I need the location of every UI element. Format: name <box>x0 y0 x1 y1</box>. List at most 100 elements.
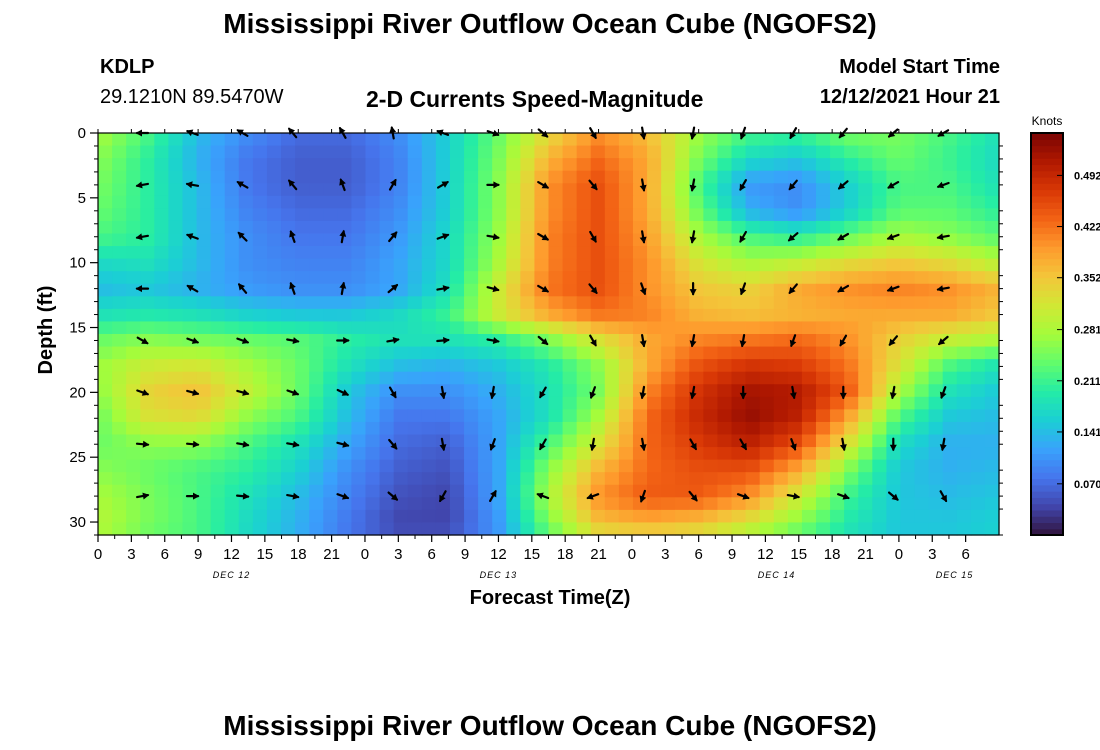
heat-cell <box>435 296 451 310</box>
heat-cell <box>365 321 381 335</box>
heat-cell <box>984 283 1000 297</box>
x-tick-label: 9 <box>194 546 202 563</box>
heat-cell <box>759 271 775 285</box>
arrow-head <box>339 178 346 186</box>
heat-cell <box>900 233 916 247</box>
heat-cell <box>478 447 493 461</box>
arrow-head <box>493 181 500 189</box>
chart-subtitle: 2-D Currents Speed-Magnitude <box>366 86 704 112</box>
heat-cell <box>449 447 465 461</box>
heat-cell <box>844 497 859 511</box>
heat-cell <box>506 170 521 184</box>
heat-cell <box>478 459 493 473</box>
heat-cell <box>647 396 662 410</box>
heat-cell <box>98 271 113 285</box>
heat-cell <box>266 233 282 247</box>
heat-cell <box>675 183 690 197</box>
heat-cell <box>914 208 930 222</box>
current-arrow <box>539 386 547 399</box>
heat-cell <box>407 246 423 260</box>
heat-cell <box>449 509 465 524</box>
heat-cell <box>928 497 944 511</box>
heat-cell <box>393 183 409 197</box>
heat-cell <box>618 384 634 398</box>
heat-cell <box>900 497 916 511</box>
heat-cell <box>421 145 437 159</box>
heat-cell <box>126 283 141 297</box>
heat-cell <box>379 472 395 486</box>
heat-cell <box>210 246 226 260</box>
heat-cell <box>224 296 240 310</box>
heat-cell <box>337 522 353 536</box>
heat-cell <box>281 484 296 498</box>
arrow-head <box>639 444 647 452</box>
heat-cell <box>647 133 662 147</box>
heat-cell <box>759 497 775 511</box>
current-arrow <box>789 334 797 348</box>
heat-cell <box>844 421 859 436</box>
heat-cell <box>815 396 831 410</box>
heat-cell <box>168 158 184 172</box>
colorbar-swatch <box>1031 246 1063 253</box>
heat-cell <box>942 371 958 385</box>
heat-cell <box>224 447 240 461</box>
heat-cell <box>590 346 606 360</box>
heat-cell <box>464 271 479 285</box>
heat-cell <box>914 183 930 197</box>
heat-cell <box>492 271 507 285</box>
current-arrow <box>236 337 250 344</box>
heat-cell <box>492 145 507 159</box>
heat-cell <box>323 321 338 335</box>
heat-cell <box>393 522 409 536</box>
heat-cell <box>506 359 521 373</box>
heat-cell <box>576 396 592 410</box>
colorbar-swatch <box>1031 308 1063 316</box>
heat-cell <box>365 145 381 159</box>
colorbar-swatch <box>1031 189 1063 197</box>
colorbar-swatch <box>1031 340 1063 348</box>
heat-cell <box>154 158 169 172</box>
arrow-head <box>789 392 797 400</box>
heat-cell <box>872 133 887 147</box>
heat-cell <box>703 233 719 247</box>
current-arrow <box>489 490 497 502</box>
heat-cell <box>604 346 620 360</box>
arrow-head <box>639 392 647 400</box>
heat-cell <box>815 208 831 222</box>
arrow-head <box>889 392 897 400</box>
heat-cell <box>140 308 155 323</box>
current-arrow <box>689 282 697 296</box>
heat-cell <box>140 522 155 536</box>
heat-cell <box>900 183 916 197</box>
colorbar-frame <box>1030 132 1064 536</box>
heat-cell <box>562 258 578 272</box>
current-arrow <box>787 232 799 242</box>
heat-cell <box>393 220 409 235</box>
heat-cell <box>759 321 775 335</box>
heat-cell <box>886 321 902 335</box>
heat-cell <box>407 208 423 222</box>
heat-cell <box>956 421 972 436</box>
heat-cell <box>900 459 916 473</box>
heat-cell <box>323 258 338 272</box>
heat-cell <box>154 409 169 423</box>
heat-cell <box>576 334 592 348</box>
heat-cell <box>830 447 845 461</box>
heat-cell <box>984 371 1000 385</box>
page-title-repeat: Mississippi River Outflow Ocean Cube (NG… <box>223 710 877 741</box>
heat-cell <box>252 271 268 285</box>
heat-cell <box>478 409 493 423</box>
heat-cell <box>787 208 803 222</box>
heat-cell <box>281 497 296 511</box>
heat-cell <box>492 158 507 172</box>
heat-cell <box>801 447 817 461</box>
heat-cell <box>295 133 310 147</box>
heat-cell <box>154 384 169 398</box>
heat-cell <box>281 158 296 172</box>
heat-cell <box>210 497 226 511</box>
x-tick-label: 12 <box>223 546 240 563</box>
heat-cell <box>914 447 930 461</box>
heat-cell <box>562 409 578 423</box>
heat-cell <box>576 447 592 461</box>
heat-cell <box>238 195 254 209</box>
